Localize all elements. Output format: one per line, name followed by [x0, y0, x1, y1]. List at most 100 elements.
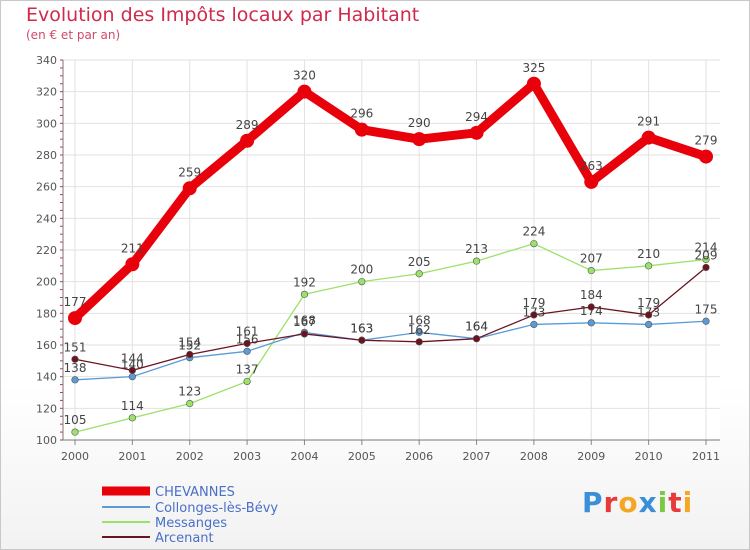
data-point-3 — [645, 311, 653, 319]
data-point-0 — [412, 132, 427, 147]
data-point-3 — [587, 303, 595, 311]
y-tick-label: 120 — [36, 402, 57, 415]
data-label-0: 320 — [293, 69, 316, 83]
data-point-3 — [472, 335, 481, 343]
data-point-2 — [358, 278, 366, 286]
data-label-3: 179 — [522, 296, 545, 310]
y-tick-label: 180 — [36, 307, 57, 320]
data-label-3: 164 — [465, 320, 488, 334]
data-label-3: 167 — [293, 315, 316, 329]
data-point-0 — [699, 149, 713, 164]
data-point-2 — [530, 240, 538, 248]
x-tick-label: 2003 — [233, 450, 261, 463]
series-line-3 — [74, 266, 707, 371]
data-label-2: 205 — [408, 255, 431, 269]
data-label-2: 192 — [293, 275, 316, 289]
data-label-2: 224 — [522, 225, 545, 239]
data-point-2 — [415, 270, 423, 278]
data-point-2 — [702, 255, 710, 264]
chart-title: Evolution des Impôts locaux par Habitant — [26, 4, 420, 26]
data-label-3: 163 — [350, 321, 373, 335]
x-tick-label: 2001 — [118, 450, 146, 463]
data-label-2: 210 — [637, 247, 660, 261]
data-point-3 — [71, 355, 79, 363]
data-point-3 — [300, 330, 309, 338]
chart-subtitle: (en € et par an) — [26, 28, 121, 42]
data-label-0: 289 — [236, 118, 259, 132]
data-label-0: 263 — [580, 159, 603, 173]
data-point-2 — [587, 266, 595, 275]
data-label-2: 137 — [236, 362, 259, 376]
x-tick-label: 2008 — [520, 450, 548, 463]
data-point-1 — [415, 328, 423, 336]
data-point-0 — [469, 125, 484, 140]
y-tick-label: 260 — [36, 181, 57, 194]
data-label-0: 296 — [350, 107, 373, 121]
y-tick-label: 280 — [36, 149, 57, 162]
y-tick-label: 220 — [36, 244, 57, 257]
x-tick-label: 2010 — [635, 450, 663, 463]
data-label-1: 164 — [465, 320, 488, 334]
x-tick-label: 2007 — [463, 450, 491, 463]
x-tick-label: 2006 — [405, 450, 433, 463]
y-tick-label: 240 — [36, 212, 57, 225]
y-tick-label: 320 — [36, 86, 57, 99]
y-tick-label: 140 — [36, 371, 57, 384]
data-point-2 — [300, 290, 309, 298]
data-label-2: 207 — [580, 252, 603, 266]
data-point-0 — [354, 122, 369, 137]
data-label-3: 144 — [121, 351, 144, 365]
data-label-0: 177 — [64, 295, 87, 309]
data-label-1: 175 — [695, 302, 718, 316]
proxiti-logo: Proxiti — [582, 486, 694, 519]
data-point-1 — [128, 373, 136, 381]
data-label-2: 214 — [695, 241, 718, 255]
data-label-1: 152 — [178, 339, 201, 353]
data-point-1 — [530, 320, 538, 329]
legend-label-3: Arcenant — [155, 531, 214, 546]
y-tick-label: 160 — [36, 339, 57, 352]
data-point-2 — [186, 399, 194, 408]
y-tick-label: 340 — [36, 54, 57, 67]
data-label-2: 114 — [121, 399, 144, 413]
data-label-0: 325 — [522, 61, 545, 75]
data-point-3 — [128, 366, 136, 374]
data-point-1 — [71, 376, 79, 384]
data-point-1 — [645, 320, 653, 329]
data-label-2: 200 — [350, 263, 373, 277]
series-line-1 — [74, 320, 707, 381]
data-point-3 — [186, 350, 194, 359]
data-label-0: 290 — [408, 116, 431, 130]
y-tick-label: 300 — [36, 117, 57, 130]
data-label-3: 179 — [637, 296, 660, 310]
x-tick-label: 2011 — [692, 450, 720, 463]
data-label-3: 151 — [64, 340, 87, 354]
data-point-3 — [243, 339, 251, 348]
legend-label-2: Messanges — [155, 516, 227, 531]
y-tick-label: 100 — [36, 434, 57, 447]
data-label-0: 294 — [465, 110, 488, 124]
data-point-0 — [641, 130, 656, 145]
data-label-1: 168 — [408, 313, 431, 327]
data-point-0 — [68, 311, 82, 326]
y-tick-label: 200 — [36, 276, 57, 289]
data-label-3: 154 — [178, 336, 201, 350]
data-label-3: 162 — [408, 323, 431, 337]
data-label-1: 168 — [293, 313, 316, 327]
data-point-0 — [125, 257, 140, 272]
x-tick-label: 2002 — [176, 450, 204, 463]
data-point-0 — [240, 133, 255, 148]
series-line-0 — [70, 79, 711, 323]
legend-label-1: Collonges-lès-Bévy — [155, 501, 278, 516]
data-label-0: 259 — [178, 165, 201, 179]
data-label-0: 279 — [695, 134, 718, 148]
data-point-3 — [358, 336, 366, 344]
data-point-2 — [243, 377, 251, 386]
data-point-3 — [530, 311, 538, 319]
data-point-2 — [472, 257, 481, 265]
legend-label-0: CHEVANNES — [155, 485, 235, 500]
data-label-3: 184 — [580, 288, 603, 302]
data-label-2: 123 — [178, 385, 201, 399]
x-tick-label: 2005 — [348, 450, 376, 463]
